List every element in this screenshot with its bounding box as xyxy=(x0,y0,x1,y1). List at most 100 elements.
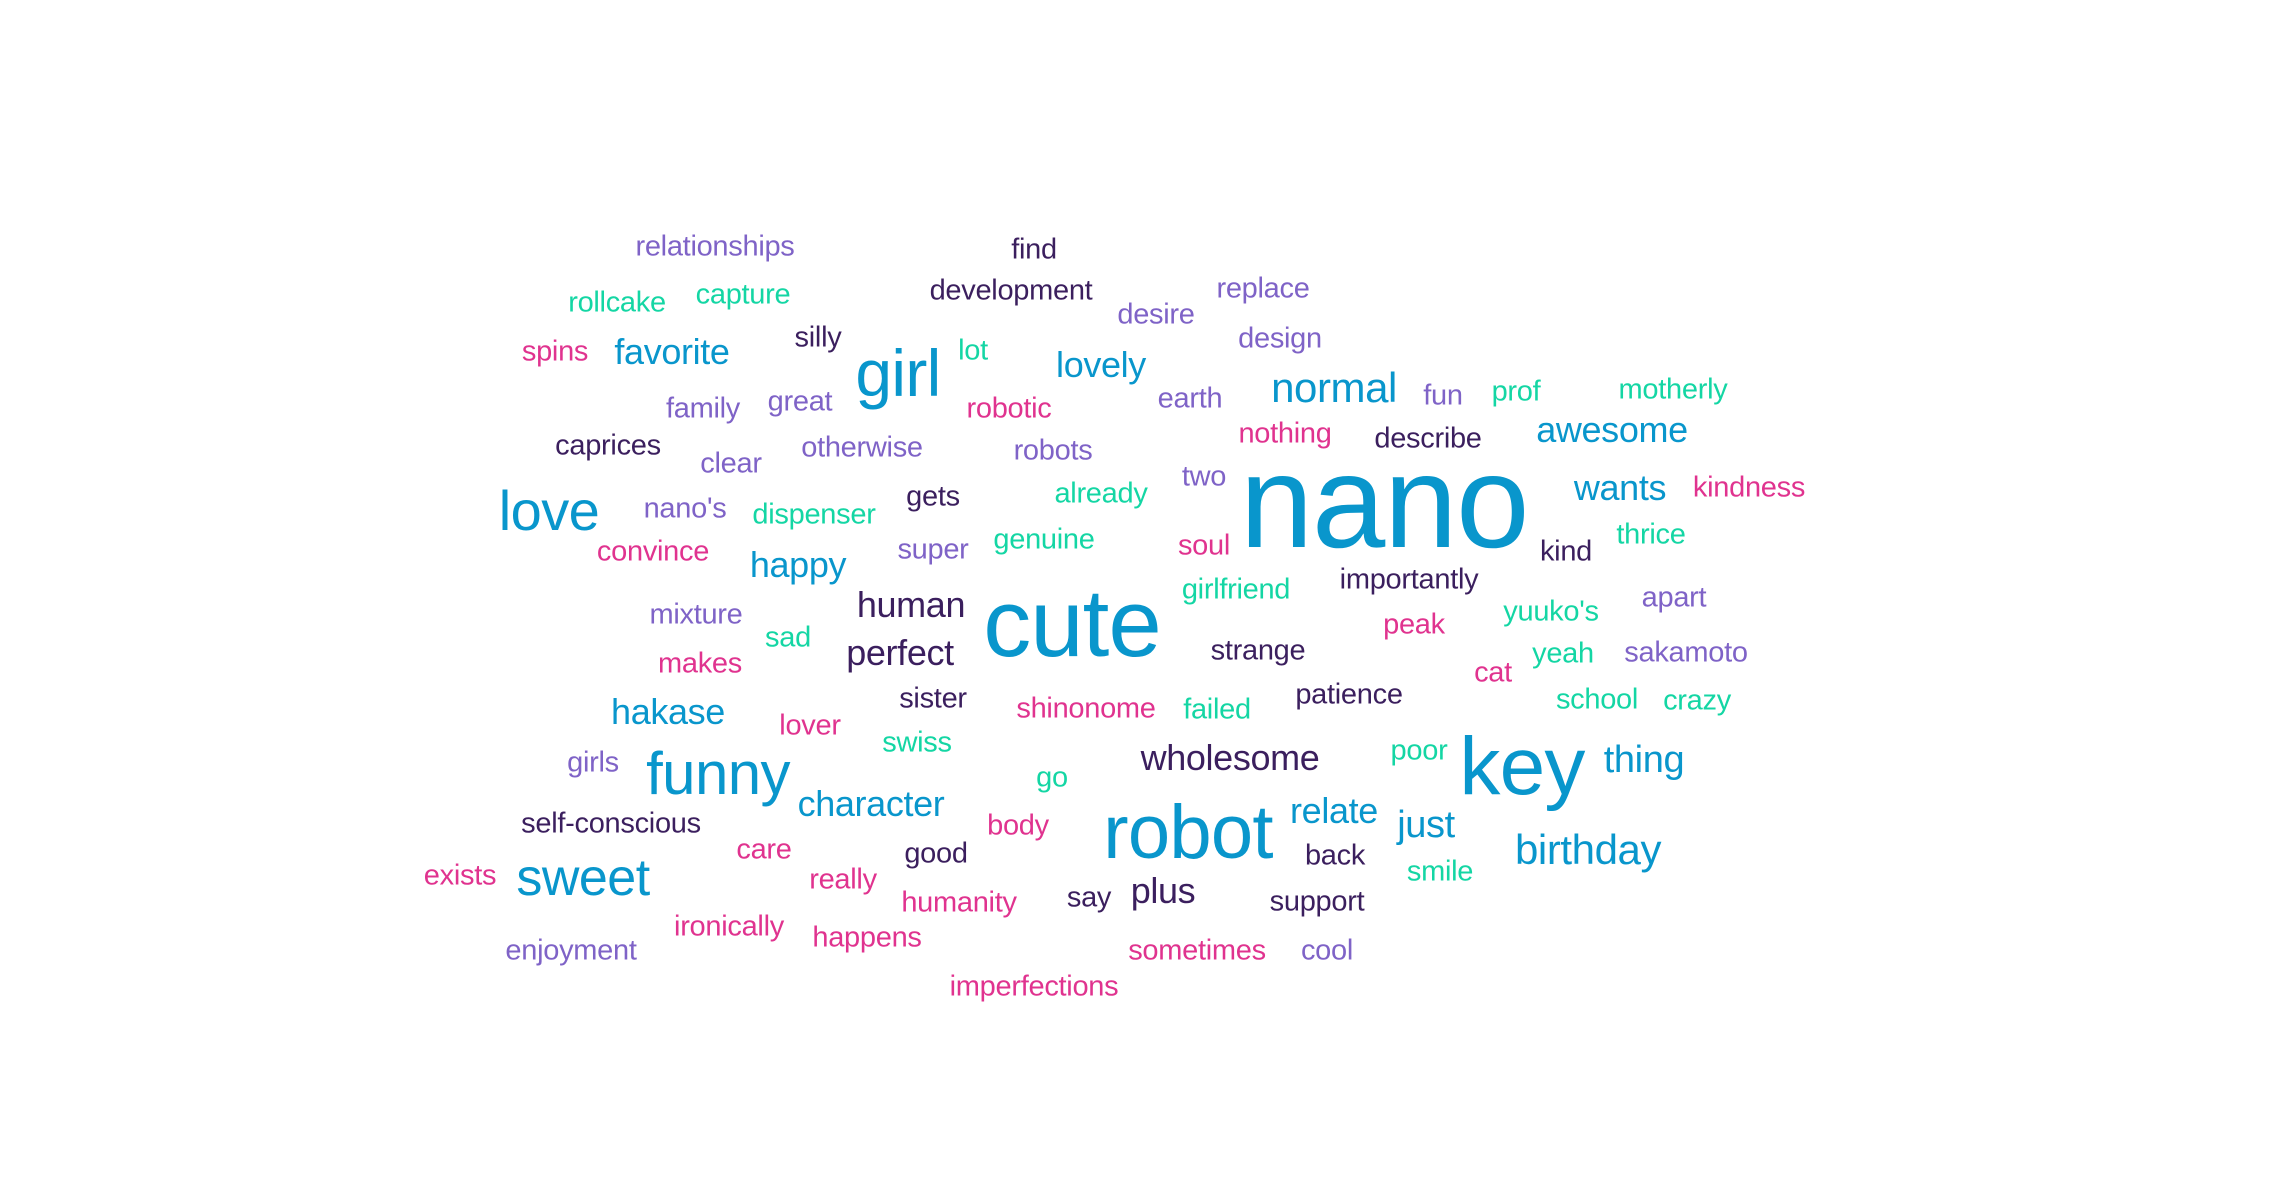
word-convince: convince xyxy=(596,535,710,568)
word-kind: kind xyxy=(1539,535,1593,568)
word-sad: sad xyxy=(765,621,811,654)
word-relate: relate xyxy=(1290,790,1378,831)
word-genuine: genuine xyxy=(993,523,1095,556)
word-ironically: ironically xyxy=(674,910,784,943)
word-replace: replace xyxy=(1216,272,1310,305)
word-sakamoto: sakamoto xyxy=(1624,636,1748,669)
word-smile: smile xyxy=(1406,855,1474,888)
word-robots: robots xyxy=(1013,434,1093,467)
word-importantly: importantly xyxy=(1339,563,1479,596)
word-great: great xyxy=(767,385,833,418)
word-love: love xyxy=(498,479,600,542)
word-yuukos: yuuko's xyxy=(1503,595,1599,628)
word-family: family xyxy=(666,392,740,425)
word-go: go xyxy=(1036,761,1068,794)
word-school: school xyxy=(1555,683,1639,716)
word-sometimes: sometimes xyxy=(1128,934,1266,967)
word-swiss: swiss xyxy=(882,726,952,759)
word-support: support xyxy=(1269,885,1365,918)
word-back: back xyxy=(1304,839,1366,872)
word-cat: cat xyxy=(1474,656,1512,689)
word-mixture: mixture xyxy=(649,598,743,631)
word-girlfriend: girlfriend xyxy=(1181,573,1291,606)
word-motherly: motherly xyxy=(1618,373,1728,406)
word-awesome: awesome xyxy=(1536,409,1688,450)
word-otherwise: otherwise xyxy=(801,431,923,464)
word-super: super xyxy=(897,533,969,566)
word-relationships: relationships xyxy=(635,230,795,263)
word-plus: plus xyxy=(1130,870,1196,911)
word-capture: capture xyxy=(695,278,791,311)
word-happy: happy xyxy=(749,544,847,585)
word-two: two xyxy=(1181,460,1227,493)
word-nanos: nano's xyxy=(643,492,727,525)
word-patience: patience xyxy=(1295,678,1403,711)
word-good: good xyxy=(904,837,968,870)
word-apart: apart xyxy=(1641,581,1707,614)
word-birthday: birthday xyxy=(1514,826,1662,873)
word-robotic: robotic xyxy=(966,392,1052,425)
word-shinonome: shinonome xyxy=(1016,692,1156,725)
word-hakase: hakase xyxy=(611,691,725,732)
word-lot: lot xyxy=(958,334,988,367)
word-cool: cool xyxy=(1300,934,1354,967)
word-describe: describe xyxy=(1374,422,1482,455)
word-really: really xyxy=(809,863,877,896)
word-poor: poor xyxy=(1390,734,1448,767)
word-thrice: thrice xyxy=(1616,518,1686,551)
word-silly: silly xyxy=(794,321,842,354)
word-enjoyment: enjoyment xyxy=(505,934,637,967)
word-strange: strange xyxy=(1210,634,1306,667)
word-wants: wants xyxy=(1573,467,1667,508)
word-cute: cute xyxy=(983,570,1162,677)
word-humanity: humanity xyxy=(901,886,1017,919)
word-spins: spins xyxy=(521,335,589,368)
word-lovely: lovely xyxy=(1056,344,1146,385)
word-happens: happens xyxy=(812,921,922,954)
word-failed: failed xyxy=(1183,693,1251,726)
word-design: design xyxy=(1238,322,1322,355)
word-sweet: sweet xyxy=(516,849,650,907)
word-key: key xyxy=(1459,721,1585,812)
word-kindness: kindness xyxy=(1692,471,1806,504)
word-yeah: yeah xyxy=(1532,637,1594,670)
word-gets: gets xyxy=(906,480,960,513)
word-perfect: perfect xyxy=(846,632,954,673)
word-earth: earth xyxy=(1157,382,1223,415)
word-development: development xyxy=(929,274,1093,307)
word-girls: girls xyxy=(567,746,619,779)
word-caprices: caprices xyxy=(555,429,661,462)
word-exists: exists xyxy=(423,859,497,892)
word-favorite: favorite xyxy=(614,331,730,372)
word-robot: robot xyxy=(1103,790,1273,875)
word-peak: peak xyxy=(1383,608,1445,641)
word-care: care xyxy=(736,833,792,866)
word-nano: nano xyxy=(1239,428,1530,575)
word-just: just xyxy=(1397,804,1455,846)
word-funny: funny xyxy=(646,740,790,807)
word-sister: sister xyxy=(899,682,967,715)
word-desire: desire xyxy=(1117,298,1195,331)
word-find: find xyxy=(1011,233,1057,266)
word-rollcake: rollcake xyxy=(568,286,666,319)
word-clear: clear xyxy=(700,447,762,480)
word-lover: lover xyxy=(779,709,841,742)
word-self-conscious: self-conscious xyxy=(521,807,701,840)
word-girl: girl xyxy=(855,336,941,410)
word-nothing: nothing xyxy=(1238,417,1332,450)
word-character: character xyxy=(797,783,945,824)
word-crazy: crazy xyxy=(1663,684,1731,717)
word-dispenser: dispenser xyxy=(752,498,876,531)
word-body: body xyxy=(987,809,1049,842)
word-wholesome: wholesome xyxy=(1140,737,1320,778)
word-imperfections: imperfections xyxy=(949,970,1119,1003)
word-human: human xyxy=(856,584,966,625)
word-fun: fun xyxy=(1423,379,1463,412)
word-prof: prof xyxy=(1491,375,1541,408)
word-normal: normal xyxy=(1271,364,1397,411)
word-already: already xyxy=(1054,477,1148,510)
word-soul: soul xyxy=(1177,529,1231,562)
word-thing: thing xyxy=(1603,739,1685,781)
word-makes: makes xyxy=(658,647,742,680)
